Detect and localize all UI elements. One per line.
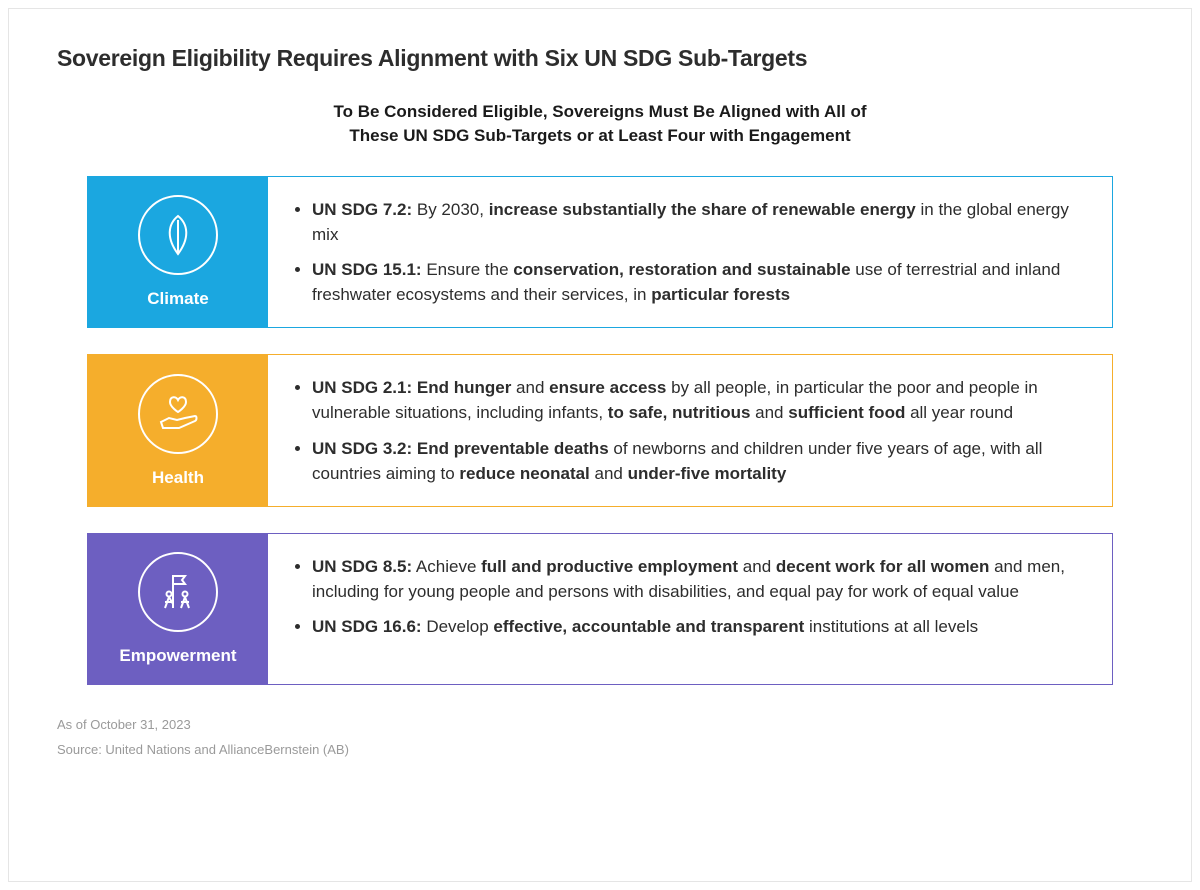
card-climate-body: UN SDG 7.2: By 2030, increase substantia…: [268, 177, 1112, 328]
sdg-code: UN SDG 3.2:: [312, 439, 412, 458]
sdg-code: UN SDG 16.6:: [312, 617, 422, 636]
footer-date: As of October 31, 2023: [57, 713, 1143, 738]
sdg-code: UN SDG 2.1:: [312, 378, 412, 397]
list-item: UN SDG 16.6: Develop effective, accounta…: [312, 614, 1084, 639]
page-subtitle: To Be Considered Eligible, Sovereigns Mu…: [250, 100, 950, 148]
sdg-code: UN SDG 8.5:: [312, 557, 412, 576]
subtitle-line1: To Be Considered Eligible, Sovereigns Mu…: [333, 102, 866, 121]
people-flag-icon: [138, 552, 218, 632]
list-item: UN SDG 7.2: By 2030, increase substantia…: [312, 197, 1084, 247]
list-item: UN SDG 2.1: End hunger and ensure access…: [312, 375, 1084, 425]
list-item: UN SDG 8.5: Achieve full and productive …: [312, 554, 1084, 604]
sdg-code: UN SDG 7.2:: [312, 200, 412, 219]
page-title: Sovereign Eligibility Requires Alignment…: [57, 45, 1143, 72]
hand-heart-icon: [138, 374, 218, 454]
list-item: UN SDG 15.1: Ensure the conservation, re…: [312, 257, 1084, 307]
page-frame: Sovereign Eligibility Requires Alignment…: [8, 8, 1192, 882]
card-health-left: Health: [88, 355, 268, 506]
card-empowerment-left: Empowerment: [88, 534, 268, 684]
leaf-icon: [138, 195, 218, 275]
list-item: UN SDG 3.2: End preventable deaths of ne…: [312, 436, 1084, 486]
cards-container: Climate UN SDG 7.2: By 2030, increase su…: [87, 176, 1113, 685]
card-climate-left: Climate: [88, 177, 268, 328]
card-empowerment-body: UN SDG 8.5: Achieve full and productive …: [268, 534, 1112, 684]
card-climate: Climate UN SDG 7.2: By 2030, increase su…: [87, 176, 1113, 329]
footer-source: Source: United Nations and AllianceBerns…: [57, 738, 1143, 763]
card-health: Health UN SDG 2.1: End hunger and ensure…: [87, 354, 1113, 507]
subtitle-line2: These UN SDG Sub-Targets or at Least Fou…: [349, 126, 850, 145]
card-empowerment: Empowerment UN SDG 8.5: Achieve full and…: [87, 533, 1113, 685]
card-health-label: Health: [152, 468, 204, 488]
card-climate-label: Climate: [147, 289, 208, 309]
card-empowerment-label: Empowerment: [119, 646, 236, 666]
sdg-code: UN SDG 15.1:: [312, 260, 422, 279]
card-health-body: UN SDG 2.1: End hunger and ensure access…: [268, 355, 1112, 506]
footer: As of October 31, 2023 Source: United Na…: [57, 713, 1143, 762]
